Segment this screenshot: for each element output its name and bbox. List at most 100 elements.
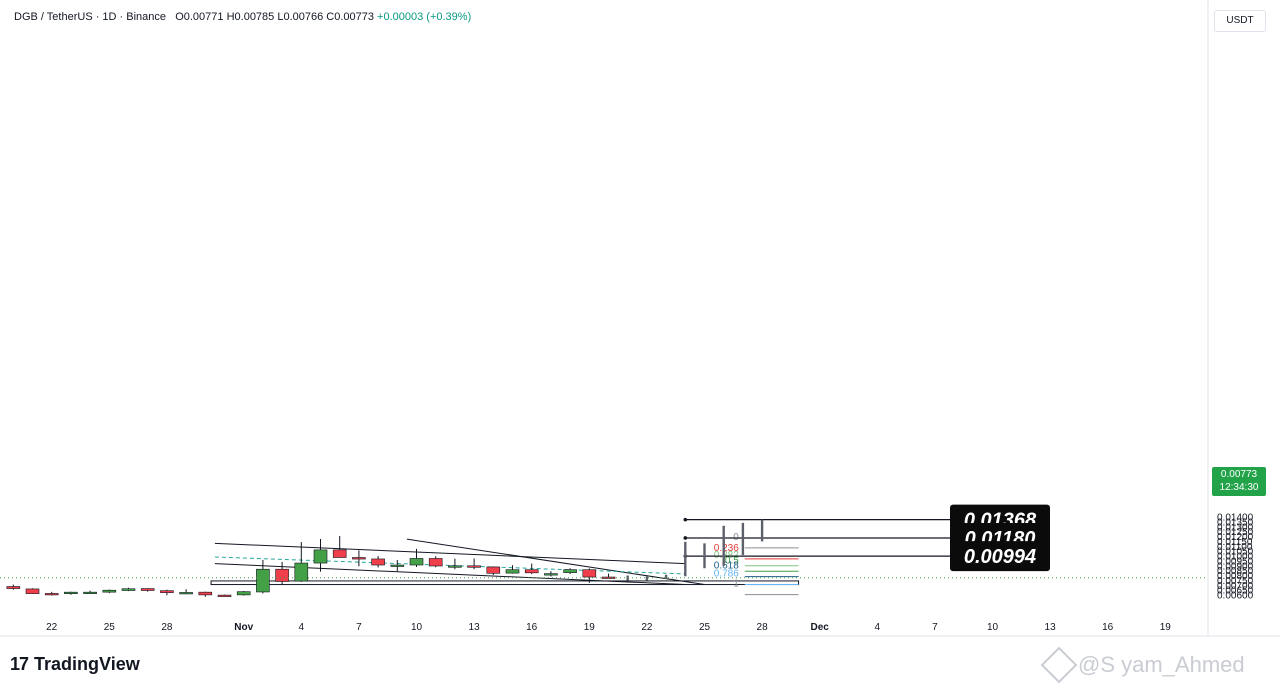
candle-down xyxy=(582,569,597,578)
price-tick-label: 0.00900 xyxy=(1217,561,1254,572)
time-tick-label: 28 xyxy=(757,622,769,633)
price-axis[interactable]: 0.006000.006500.007000.007500.008000.008… xyxy=(1217,512,1254,601)
price-change: +0.00003 (+0.39%) xyxy=(377,11,472,23)
candle-down xyxy=(140,588,155,591)
fib-label: 1 xyxy=(733,579,739,590)
time-tick-label: 28 xyxy=(161,622,173,633)
weibo-diamond-icon xyxy=(1040,646,1078,684)
time-tick-label: 13 xyxy=(1045,622,1057,633)
price-tick-label: 0.00950 xyxy=(1217,556,1254,567)
price-tick-label: 0.00850 xyxy=(1217,566,1254,577)
candle-down xyxy=(332,549,347,558)
trendline-2 xyxy=(406,538,705,586)
candle-down xyxy=(275,568,289,582)
time-tick-label: 19 xyxy=(584,622,596,633)
watermark-text: @S yam_Ahmed xyxy=(1078,652,1245,677)
candle-up xyxy=(102,589,117,593)
current-price-value: 0.00773 xyxy=(1220,469,1258,480)
trendline-layer xyxy=(214,538,705,586)
time-tick-label: 16 xyxy=(526,622,538,633)
author-watermark: @S yam_Ahmed xyxy=(1040,646,1245,684)
time-tick-label: 7 xyxy=(932,622,938,633)
candle-up xyxy=(83,591,97,594)
candle-up xyxy=(121,588,136,591)
time-tick-label: 7 xyxy=(356,622,362,633)
projection-layer xyxy=(626,519,764,581)
support-zone-layer xyxy=(210,580,800,586)
support-zone-rect xyxy=(210,580,800,586)
price-tick-label: 0.01300 xyxy=(1217,522,1254,533)
candle-up xyxy=(448,565,462,568)
candle-up xyxy=(390,564,405,567)
candle-down xyxy=(160,590,174,593)
candle-down xyxy=(352,557,366,560)
candle-down xyxy=(486,566,501,574)
price-tick-label: 0.00700 xyxy=(1217,581,1254,592)
target-dot xyxy=(683,536,688,540)
price-tick-label: 0.00800 xyxy=(1217,571,1254,582)
trendline-0 xyxy=(214,542,686,565)
price-tick-label: 0.01000 xyxy=(1217,552,1254,563)
candle-up xyxy=(505,569,520,574)
time-tick-label: 22 xyxy=(641,622,653,633)
candle-down xyxy=(6,586,21,589)
countdown-timer: 12:34:30 xyxy=(1219,482,1259,493)
time-tick-label: 25 xyxy=(104,622,116,633)
fib-label: 0.5 xyxy=(725,555,739,566)
price-tick-label: 0.01150 xyxy=(1217,537,1253,548)
fib-label: 0.236 xyxy=(714,543,739,554)
price-tick-label: 0.01100 xyxy=(1217,542,1253,553)
candle-up xyxy=(409,558,424,566)
candle-up xyxy=(64,591,78,594)
candle-down xyxy=(428,558,443,567)
fib-label: 0.618 xyxy=(714,561,739,572)
tradingview-brand[interactable]: 17 TradingView xyxy=(10,654,140,675)
price-tick-label: 0.00600 xyxy=(1217,591,1254,602)
candles-layer xyxy=(6,536,616,597)
candle-down xyxy=(467,565,481,568)
candle-up xyxy=(179,592,193,595)
time-tick-label: 10 xyxy=(411,622,423,633)
price-tick-label: 0.01400 xyxy=(1217,512,1254,523)
symbol-label[interactable]: DGB / TetherUS · 1D · Binance xyxy=(14,11,167,23)
time-tick-label: Nov xyxy=(234,622,253,633)
trendline-1 xyxy=(214,563,686,586)
time-tick-label: 13 xyxy=(469,622,481,633)
dashed-trendline xyxy=(214,556,686,575)
target-label: 0.00994 xyxy=(964,546,1036,568)
time-tick-label: 10 xyxy=(987,622,999,633)
time-tick-label: 22 xyxy=(46,622,58,633)
fib-label: 0.786 xyxy=(714,569,739,580)
time-tick-label: 25 xyxy=(699,622,711,633)
candle-down xyxy=(217,594,232,597)
price-tick-label: 0.01250 xyxy=(1217,527,1254,538)
candle-up xyxy=(294,562,309,582)
price-tick-label: 0.01200 xyxy=(1217,532,1254,543)
target-dot xyxy=(683,517,688,522)
time-tick-label: 4 xyxy=(299,622,305,633)
ohlc-values: O0.00771 H0.00785 L0.00766 C0.00773 xyxy=(175,11,374,23)
target-badge xyxy=(950,541,1050,572)
brand-name: TradingView xyxy=(34,654,140,674)
time-tick-label: 19 xyxy=(1160,622,1172,633)
fib-label: 0.382 xyxy=(714,550,739,561)
chart-header: DGB / TetherUS · 1D · Binance O0.00771 H… xyxy=(14,11,471,23)
candle-down xyxy=(198,591,213,596)
candle-down xyxy=(44,593,59,596)
candle-down xyxy=(25,588,40,594)
candle-up xyxy=(544,573,558,576)
candle-up xyxy=(236,591,251,596)
candle-down xyxy=(371,558,385,566)
candle-up xyxy=(563,569,577,573)
candle-up xyxy=(313,549,328,564)
time-axis[interactable]: 22 25 28 Nov 4 7 10 13 16 19 22 25 28 Dec 4 7 10 13 16 19 xyxy=(46,622,1171,633)
price-tick-label: 0.00750 xyxy=(1217,576,1254,587)
time-tick-label: 16 xyxy=(1102,622,1114,633)
candle-down xyxy=(524,569,539,574)
currency-unit-badge[interactable]: USDT xyxy=(1214,10,1266,32)
candle-up xyxy=(256,568,270,593)
tradingview-logo-icon: 17 xyxy=(10,654,29,674)
